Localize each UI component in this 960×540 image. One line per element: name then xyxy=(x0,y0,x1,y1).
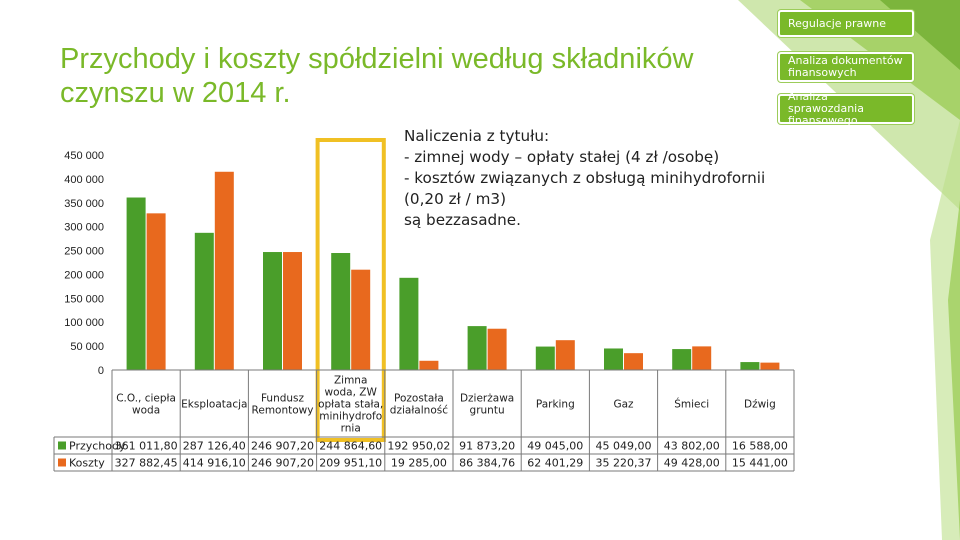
y-tick-label: 200 000 xyxy=(64,269,104,281)
category-label: Zimna woda, ZW opłata stała, minihydrofo rni… xyxy=(318,375,383,435)
category-label-line: woda xyxy=(132,405,160,417)
table-value: 62 401,29 xyxy=(527,457,583,470)
category-label-line: Zimna xyxy=(334,375,367,387)
y-tick-label: 300 000 xyxy=(64,222,104,234)
table-value: 246 907,20 xyxy=(251,457,314,470)
legend-label-przychody: Przychody xyxy=(69,440,126,453)
bar-przychody xyxy=(399,277,419,370)
note-box: Naliczenia z tytułu: - zimnej wody – opł… xyxy=(404,126,804,231)
table-value: 244 864,60 xyxy=(319,440,382,453)
bar-koszty xyxy=(760,362,780,370)
y-tick-label: 0 xyxy=(98,365,104,377)
bar-koszty xyxy=(487,328,507,370)
category-label-line: Fundusz xyxy=(261,393,305,405)
table-value: 45 049,00 xyxy=(596,440,652,453)
table-value: 414 916,10 xyxy=(183,457,246,470)
category-label: C.O., ciepła woda xyxy=(116,393,176,417)
category-label: Gaz xyxy=(613,399,634,411)
category-label-line: C.O., ciepła xyxy=(116,393,176,405)
category-label: Parking xyxy=(536,399,575,411)
bar-przychody xyxy=(331,253,351,370)
bar-przychody xyxy=(740,362,760,370)
table-value: 209 951,10 xyxy=(319,457,382,470)
table-value: 327 882,45 xyxy=(115,457,178,470)
table-value: 246 907,20 xyxy=(251,440,314,453)
note-line: - kosztów związanych z obsługą minihydro… xyxy=(404,169,766,187)
category-label: Fundusz Remontowy xyxy=(252,393,314,417)
bar-przychody xyxy=(263,252,282,370)
table-value: 15 441,00 xyxy=(732,457,788,470)
table-value: 91 873,20 xyxy=(459,440,515,453)
category-label-line: Pozostała xyxy=(394,393,444,405)
note-line: - zimnej wody – opłaty stałej (4 zł /oso… xyxy=(404,148,720,166)
table-value: 43 802,00 xyxy=(664,440,720,453)
table-value: 192 950,02 xyxy=(387,440,450,453)
bar-koszty xyxy=(351,269,371,370)
category-label-line: Dźwig xyxy=(744,399,776,411)
bar-koszty xyxy=(146,213,166,370)
category-label-line: Dzierżawa xyxy=(460,393,514,405)
category-label-line: opłata stała, xyxy=(318,399,383,411)
y-tick-label: 50 000 xyxy=(70,341,104,353)
bar-koszty xyxy=(214,171,234,370)
legend-swatch-przychody xyxy=(58,441,66,450)
table-value: 287 126,40 xyxy=(183,440,246,453)
bar-przychody xyxy=(467,326,487,370)
y-tick-label: 350 000 xyxy=(64,198,104,210)
legend-label-koszty: Koszty xyxy=(69,457,105,470)
y-tick-label: 400 000 xyxy=(64,174,104,186)
nav-button-analiza-dokumentow[interactable]: Analiza dokumentów finansowych xyxy=(778,52,914,82)
bar-przychody xyxy=(194,232,214,370)
category-label-line: minihydrofo xyxy=(319,411,382,423)
table-value: 361 011,80 xyxy=(115,440,178,453)
category-label-line: Remontowy xyxy=(252,405,314,417)
bar-koszty xyxy=(692,346,712,370)
table-value: 16 588,00 xyxy=(732,440,788,453)
y-tick-label: 450 000 xyxy=(64,150,104,162)
category-label-line: woda, ZW xyxy=(325,387,378,399)
bar-przychody xyxy=(672,349,692,370)
category-label: Dźwig xyxy=(744,399,776,411)
bar-przychody xyxy=(535,346,555,370)
highlight-box xyxy=(315,138,386,442)
table-value: 19 285,00 xyxy=(391,457,447,470)
y-tick-label: 150 000 xyxy=(64,293,104,305)
note-line: Naliczenia z tytułu: xyxy=(404,127,550,145)
category-label-line: gruntu xyxy=(470,405,505,417)
nav-button-analiza-sprawozdania[interactable]: Analiza sprawozdania finansowego xyxy=(778,91,914,127)
category-label: Dzierżawa gruntu xyxy=(460,393,514,417)
category-label: Śmieci xyxy=(674,398,709,411)
category-label-line: Gaz xyxy=(613,399,634,411)
category-label: Pozostała działalność xyxy=(390,393,448,417)
table-value: 49 428,00 xyxy=(664,457,720,470)
category-label-line: rnia xyxy=(341,423,361,435)
table-value: 35 220,37 xyxy=(596,457,652,470)
note-line: są bezzasadne. xyxy=(404,211,521,229)
bar-koszty xyxy=(419,360,439,370)
category-label: Eksploatacja xyxy=(181,399,247,411)
legend-swatch-koszty xyxy=(58,458,66,467)
table-value: 49 045,00 xyxy=(527,440,583,453)
category-label-line: Parking xyxy=(536,399,575,411)
bar-koszty xyxy=(555,340,575,370)
bar-koszty xyxy=(624,353,643,370)
nav-button-regulacje[interactable]: Regulacje prawne xyxy=(778,10,914,37)
y-tick-label: 100 000 xyxy=(64,317,104,329)
note-line: (0,20 zł / m3) xyxy=(404,190,507,208)
slide-title: Przychody i koszty spółdzielni według sk… xyxy=(60,43,694,109)
bar-koszty xyxy=(283,252,302,370)
table-value: 86 384,76 xyxy=(459,457,515,470)
y-tick-label: 250 000 xyxy=(64,246,104,258)
category-label-line: działalność xyxy=(390,405,448,417)
category-label-line: Śmieci xyxy=(674,398,709,411)
bar-przychody xyxy=(126,197,146,370)
bar-przychody xyxy=(604,348,623,370)
category-label-line: Eksploatacja xyxy=(181,399,247,411)
